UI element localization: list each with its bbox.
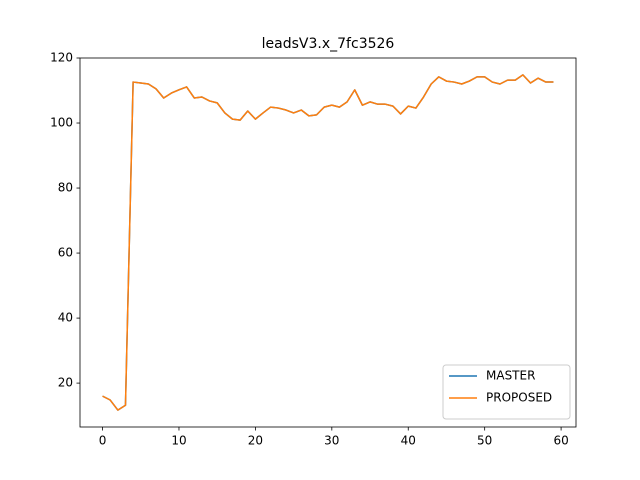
x-tick-label: 40 bbox=[401, 434, 416, 448]
series-line bbox=[102, 74, 554, 411]
x-tick-label: 30 bbox=[324, 434, 339, 448]
x-tick-label: 10 bbox=[171, 434, 186, 448]
x-tick-label: 50 bbox=[477, 434, 492, 448]
x-tick-label: 60 bbox=[553, 434, 568, 448]
legend-label: PROPOSED bbox=[486, 391, 552, 405]
y-tick-label: 100 bbox=[50, 116, 73, 130]
chart-title: leadsV3.x_7fc3526 bbox=[262, 36, 395, 52]
y-tick-label: 40 bbox=[58, 311, 73, 325]
y-tick-label: 20 bbox=[58, 376, 73, 390]
y-tick-label: 60 bbox=[58, 246, 73, 260]
y-tick-label: 80 bbox=[58, 181, 73, 195]
x-tick-label: 20 bbox=[248, 434, 263, 448]
plot-frame bbox=[79, 57, 577, 428]
legend-label: MASTER bbox=[486, 369, 535, 383]
series-line bbox=[102, 74, 554, 411]
y-tick-label: 120 bbox=[50, 51, 73, 65]
legend-box bbox=[442, 364, 571, 420]
x-tick-label: 0 bbox=[99, 434, 107, 448]
